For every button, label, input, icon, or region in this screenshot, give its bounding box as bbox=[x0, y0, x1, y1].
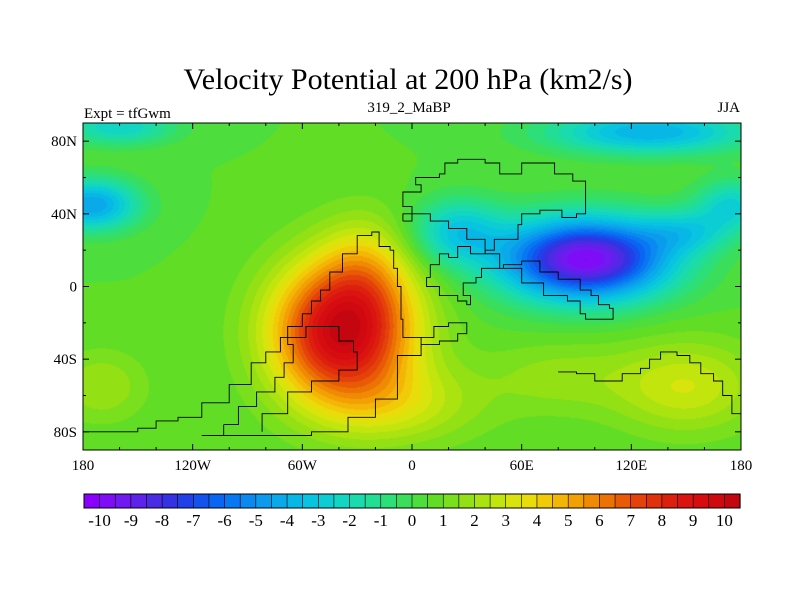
colorbar-label: 9 bbox=[689, 511, 698, 530]
colorbar-swatch bbox=[536, 493, 554, 509]
y-tick-label: 40S bbox=[54, 352, 77, 368]
colorbar-swatch bbox=[177, 493, 194, 509]
x-tick-label: 0 bbox=[408, 458, 416, 474]
colorbar-swatch bbox=[271, 493, 288, 509]
colorbar-swatch bbox=[286, 493, 304, 509]
colorbar-label: -9 bbox=[124, 511, 138, 530]
y-axis: 80N 40N 0 40S 80S bbox=[51, 134, 741, 441]
subtitle-right: JJA bbox=[717, 100, 740, 116]
colorbar-swatch bbox=[645, 493, 663, 509]
continent-outlines bbox=[83, 158, 742, 436]
y-tick-label: 80S bbox=[54, 425, 77, 441]
colorbar-swatch bbox=[505, 493, 522, 509]
colorbar-label: -4 bbox=[280, 511, 295, 530]
x-tick-label: 120E bbox=[615, 458, 647, 474]
colorbar-label: 0 bbox=[408, 511, 417, 530]
colorbar-label: 8 bbox=[658, 511, 667, 530]
colorbar: -10 -9 -8 -7 -6 -5 -4 -3 -2 -1 0 1 2 3 4 5 6 7 8 9 10 bbox=[83, 493, 741, 530]
colorbar-swatch bbox=[333, 493, 351, 509]
colorbar-swatch bbox=[692, 493, 710, 509]
colorbar-label: -3 bbox=[311, 511, 325, 530]
colorbar-swatch bbox=[630, 493, 647, 509]
colorbar-swatch bbox=[317, 493, 335, 509]
colorbar-swatch bbox=[302, 493, 319, 509]
y-tick-label: 40N bbox=[51, 207, 77, 223]
colorbar-swatch bbox=[114, 493, 132, 509]
colorbar-label: 1 bbox=[439, 511, 448, 530]
colorbar-swatch bbox=[364, 493, 382, 509]
colorbar-swatch bbox=[583, 493, 601, 509]
colorbar-label: 7 bbox=[626, 511, 635, 530]
plot-area bbox=[82, 122, 742, 451]
colorbar-swatch bbox=[427, 493, 444, 509]
colorbar-swatch bbox=[130, 493, 148, 509]
colorbar-label: -10 bbox=[88, 511, 111, 530]
colorbar-swatch bbox=[599, 493, 616, 509]
x-tick-label: 120W bbox=[174, 458, 212, 474]
chart-title: Velocity Potential at 200 hPa (km2/s) bbox=[183, 63, 632, 96]
velocity-potential-field bbox=[83, 123, 741, 450]
colorbar-swatch bbox=[661, 493, 679, 509]
south-america-outline bbox=[83, 326, 358, 433]
x-tick-label: 180 bbox=[72, 458, 95, 474]
colorbar-swatch bbox=[411, 493, 429, 509]
colorbar-swatch bbox=[677, 493, 694, 509]
colorbar-swatch bbox=[396, 493, 413, 509]
colorbar-label: -1 bbox=[374, 511, 388, 530]
colorbar-swatch bbox=[224, 493, 241, 509]
antarctica-outline bbox=[558, 351, 742, 425]
colorbar-label: 5 bbox=[564, 511, 573, 530]
colorbar-label: 4 bbox=[533, 511, 542, 530]
colorbar-swatch bbox=[146, 493, 163, 509]
colorbar-swatch bbox=[474, 493, 491, 509]
x-tick-label: 60E bbox=[510, 458, 534, 474]
colorbar-label: 10 bbox=[716, 511, 733, 530]
colorbar-swatch bbox=[208, 493, 226, 509]
x-axis: 180 120W 60W 0 60E 120E 180 bbox=[72, 123, 753, 474]
colorbar-swatch bbox=[724, 493, 741, 509]
colorbar-swatch bbox=[521, 493, 538, 509]
eurasia-outline bbox=[402, 158, 614, 320]
colorbar-frame bbox=[83, 493, 741, 509]
colorbar-swatch bbox=[380, 493, 397, 509]
colorbar-swatch bbox=[99, 493, 116, 509]
africa-outline bbox=[201, 231, 468, 436]
colorbar-swatch bbox=[349, 493, 366, 509]
colorbar-swatch bbox=[161, 493, 179, 509]
colorbar-swatch bbox=[83, 493, 101, 509]
colorbar-swatch bbox=[255, 493, 273, 509]
colorbar-swatch bbox=[552, 493, 569, 509]
colorbar-label: 6 bbox=[595, 511, 604, 530]
colorbar-swatch bbox=[708, 493, 725, 509]
colorbar-swatch bbox=[442, 493, 460, 509]
y-tick-label: 0 bbox=[70, 280, 78, 296]
colorbar-label: -7 bbox=[186, 511, 201, 530]
colorbar-swatch bbox=[193, 493, 210, 509]
colorbar-label: 2 bbox=[470, 511, 479, 530]
colorbar-swatch bbox=[458, 493, 476, 509]
colorbar-swatch bbox=[614, 493, 632, 509]
y-tick-label: 80N bbox=[51, 134, 77, 150]
colorbar-label: -2 bbox=[342, 511, 356, 530]
colorbar-label: 3 bbox=[501, 511, 510, 530]
subtitle-center: 319_2_MaBP bbox=[367, 100, 450, 116]
colorbar-swatch bbox=[239, 493, 257, 509]
x-tick-label: 180 bbox=[730, 458, 753, 474]
colorbar-label: -6 bbox=[218, 511, 232, 530]
colorbar-label: -8 bbox=[155, 511, 169, 530]
colorbar-swatch bbox=[489, 493, 507, 509]
colorbar-label: -5 bbox=[249, 511, 263, 530]
subtitle-left: Expt = tfGwm bbox=[84, 106, 171, 122]
colorbar-swatch bbox=[567, 493, 585, 509]
x-tick-label: 60W bbox=[288, 458, 318, 474]
